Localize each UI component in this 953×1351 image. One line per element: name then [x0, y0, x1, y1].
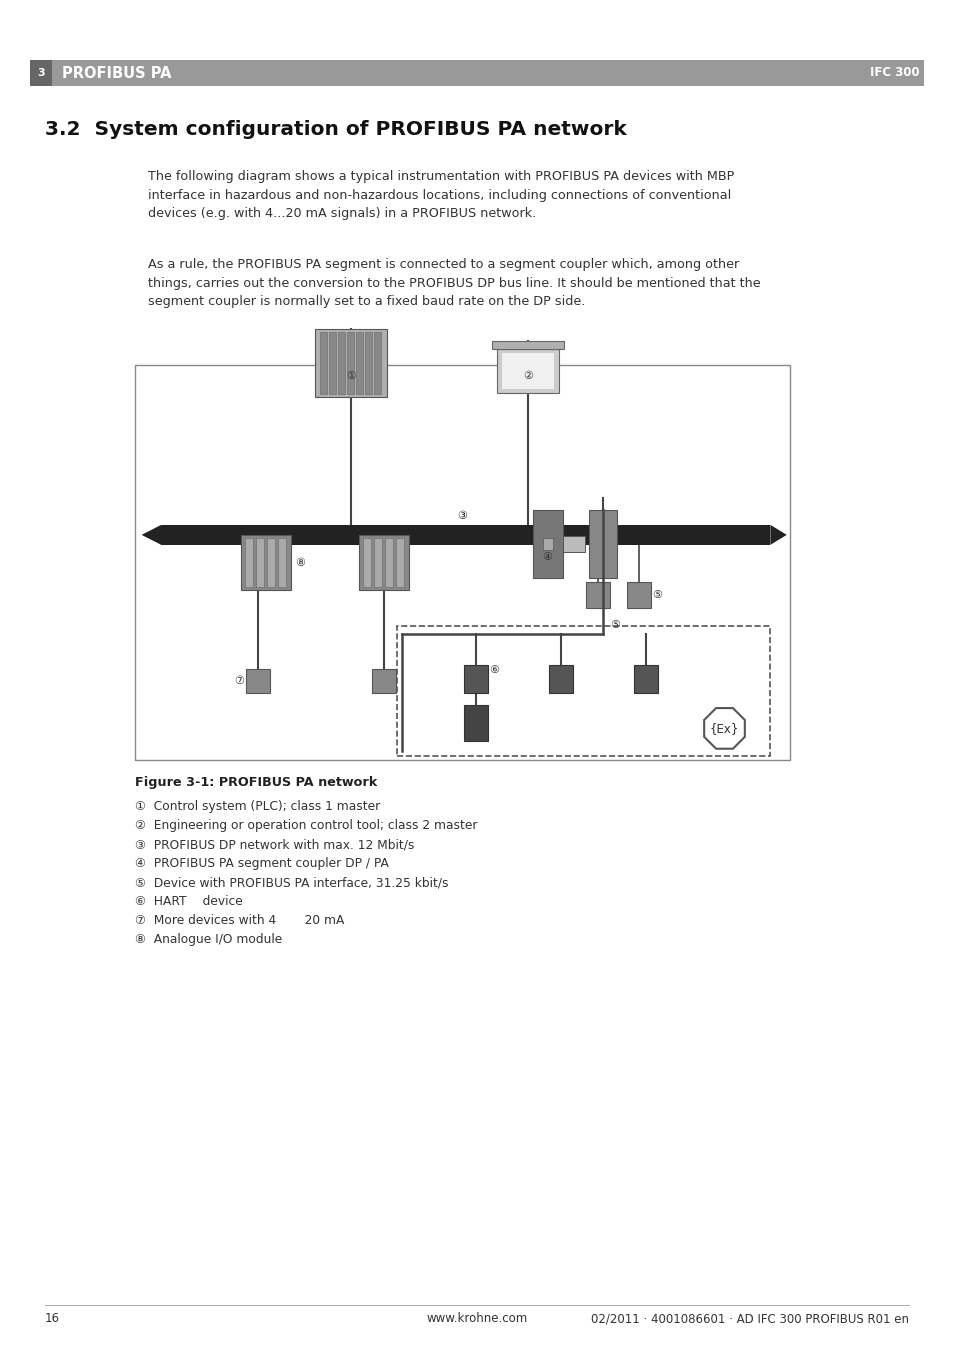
Bar: [30, 59, 923, 86]
Bar: [30, 59, 52, 86]
Text: ⑤: ⑤: [652, 590, 662, 600]
Text: ③  PROFIBUS DP network with max. 12 Mbit/s: ③ PROFIBUS DP network with max. 12 Mbit/…: [135, 838, 414, 851]
Text: www.krohne.com: www.krohne.com: [426, 1312, 527, 1325]
Bar: [329, 331, 335, 393]
Bar: [358, 535, 409, 590]
Bar: [135, 365, 789, 761]
Polygon shape: [141, 524, 161, 544]
Bar: [314, 328, 387, 397]
Bar: [355, 331, 363, 393]
Text: PROFIBUS PA: PROFIBUS PA: [62, 65, 172, 81]
Text: ①: ①: [346, 370, 355, 381]
Text: ⑧  Analogue I/O module: ⑧ Analogue I/O module: [135, 934, 282, 946]
Bar: [347, 331, 354, 393]
Bar: [246, 669, 270, 693]
Text: The following diagram shows a typical instrumentation with PROFIBUS PA devices w: The following diagram shows a typical in…: [148, 170, 734, 220]
Bar: [492, 340, 563, 349]
Text: ⑦: ⑦: [233, 676, 244, 686]
Bar: [320, 331, 327, 393]
Text: 3.2  System configuration of PROFIBUS PA network: 3.2 System configuration of PROFIBUS PA …: [45, 120, 626, 139]
Text: IFC 300: IFC 300: [869, 66, 919, 80]
Bar: [374, 331, 381, 393]
Text: ④  PROFIBUS PA segment coupler DP / PA: ④ PROFIBUS PA segment coupler DP / PA: [135, 857, 389, 870]
Text: {Ex}: {Ex}: [709, 721, 739, 735]
Bar: [245, 538, 253, 588]
Text: 16: 16: [45, 1312, 60, 1325]
Text: As a rule, the PROFIBUS PA segment is connected to a segment coupler which, amon: As a rule, the PROFIBUS PA segment is co…: [148, 258, 760, 308]
Text: ①  Control system (PLC); class 1 master: ① Control system (PLC); class 1 master: [135, 800, 380, 813]
Bar: [626, 582, 650, 608]
Bar: [497, 349, 558, 393]
Bar: [277, 538, 286, 588]
Text: ⑥: ⑥: [489, 665, 499, 676]
Bar: [501, 353, 554, 389]
Bar: [542, 538, 552, 550]
Bar: [396, 626, 769, 757]
Bar: [463, 705, 487, 740]
Polygon shape: [769, 524, 786, 544]
Bar: [548, 665, 572, 693]
Bar: [562, 536, 584, 553]
Bar: [241, 535, 291, 590]
Text: 3: 3: [37, 68, 45, 78]
Text: ⑤  Device with PROFIBUS PA interface, 31.25 kbit/s: ⑤ Device with PROFIBUS PA interface, 31.…: [135, 875, 448, 889]
Bar: [633, 665, 658, 693]
Bar: [532, 511, 562, 578]
Bar: [161, 524, 769, 544]
Text: ⑤: ⑤: [610, 620, 620, 630]
Bar: [337, 331, 345, 393]
Text: ⑧: ⑧: [294, 558, 305, 567]
Polygon shape: [703, 708, 744, 748]
Bar: [372, 669, 395, 693]
Bar: [384, 538, 393, 588]
Text: Figure 3-1: PROFIBUS PA network: Figure 3-1: PROFIBUS PA network: [135, 775, 376, 789]
Bar: [362, 538, 371, 588]
Bar: [374, 538, 381, 588]
Bar: [463, 665, 487, 693]
Bar: [267, 538, 274, 588]
Bar: [588, 511, 616, 578]
Bar: [395, 538, 403, 588]
Text: ⑥  HART  device: ⑥ HART device: [135, 894, 242, 908]
Bar: [585, 582, 609, 608]
Bar: [365, 331, 372, 393]
Text: ②  Engineering or operation control tool; class 2 master: ② Engineering or operation control tool;…: [135, 819, 477, 832]
Text: 02/2011 · 4001086601 · AD IFC 300 PROFIBUS R01 en: 02/2011 · 4001086601 · AD IFC 300 PROFIB…: [590, 1312, 908, 1325]
Bar: [255, 538, 264, 588]
Text: ⑦  More devices with 4   20 mA: ⑦ More devices with 4 20 mA: [135, 915, 344, 927]
Text: ②: ②: [522, 370, 533, 381]
Text: ④: ④: [542, 553, 552, 562]
Text: ③: ③: [457, 511, 467, 521]
